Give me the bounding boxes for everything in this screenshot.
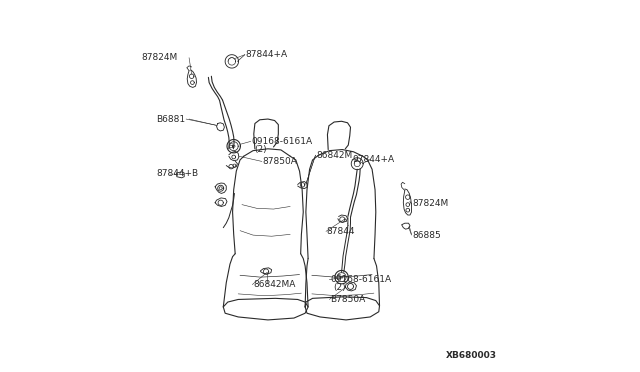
Text: 87844+B: 87844+B: [156, 169, 198, 178]
Text: S: S: [337, 274, 341, 280]
Text: B7850A: B7850A: [330, 295, 365, 304]
Text: XB680003: XB680003: [445, 351, 497, 360]
Text: (2): (2): [254, 145, 267, 154]
Text: 87844: 87844: [326, 227, 355, 236]
Text: 86885: 86885: [412, 231, 441, 240]
Text: S: S: [229, 143, 233, 149]
Text: 87850A: 87850A: [262, 157, 297, 166]
Text: 09168-6161A: 09168-6161A: [251, 137, 312, 146]
Text: (2): (2): [333, 283, 346, 292]
Text: B6881: B6881: [156, 115, 186, 124]
Text: 87824M: 87824M: [141, 53, 178, 62]
Text: 87824M: 87824M: [412, 199, 449, 208]
Text: 97844+A: 97844+A: [353, 155, 395, 164]
Text: 09168-6161A: 09168-6161A: [330, 275, 391, 284]
Text: 87844+A: 87844+A: [246, 50, 288, 59]
Text: 86842M: 86842M: [316, 151, 353, 160]
Text: 86842MA: 86842MA: [253, 280, 296, 289]
